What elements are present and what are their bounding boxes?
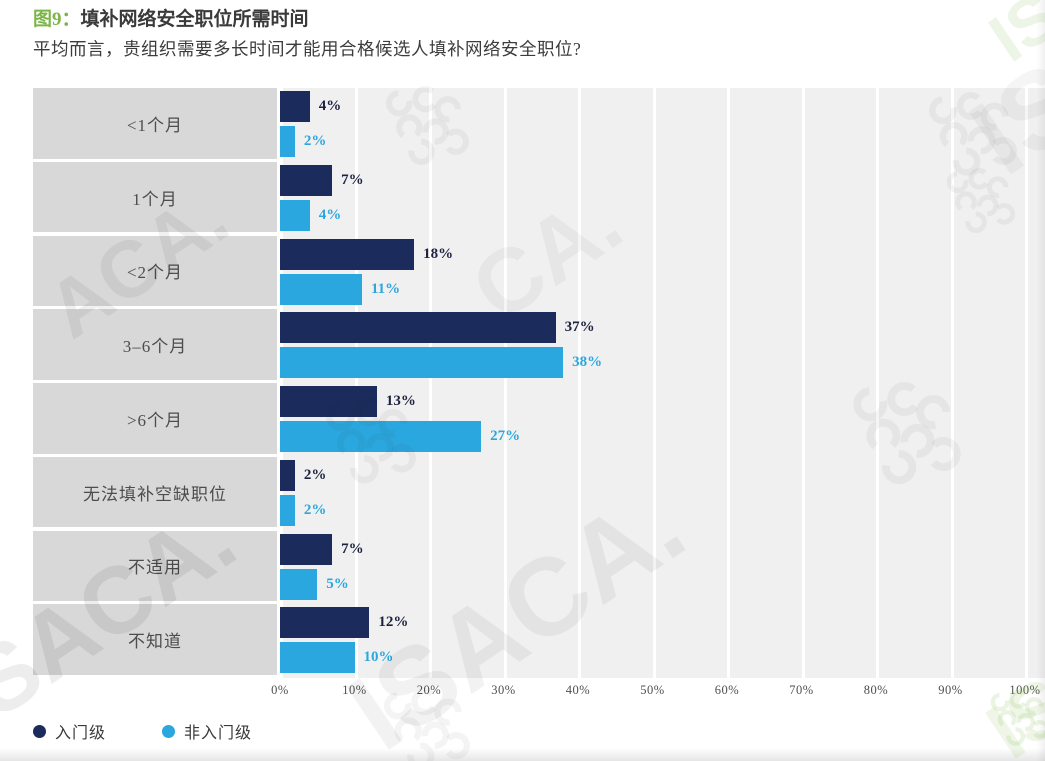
bar-chart: <1个月 4% 2% 1个月 7% 4% <2个月 18% 11% 3–6个月 37% 38% >6个月… (33, 88, 1045, 678)
bar-entry-level (280, 312, 556, 344)
bar-non-entry-level (280, 199, 310, 231)
bar-non-entry-level (280, 421, 482, 452)
bar-non-entry-level (280, 568, 318, 600)
bars-group: 18% 11% (280, 236, 1045, 307)
figure-number-label: 图9： (33, 9, 81, 30)
bar-non-entry-level (280, 642, 355, 674)
value-label: 2% (303, 133, 327, 149)
x-tick: 90% (938, 683, 963, 697)
value-label: 10% (363, 649, 394, 666)
value-label: 11% (370, 280, 401, 297)
x-tick: 0% (271, 683, 289, 697)
value-label: 2% (303, 466, 327, 483)
figure-subtitle: 平均而言，贵组织需要多长时间才能用合格候选人填补网络安全职位? (33, 39, 582, 59)
gridline (429, 88, 432, 678)
gridline (652, 88, 656, 678)
x-tick: 80% (863, 683, 889, 697)
gridline (280, 88, 283, 678)
bars-group: 13% 27% (280, 383, 1045, 454)
value-label: 5% (326, 575, 349, 592)
bars-group: 2% 2% (280, 457, 1045, 528)
chart-legend: 入门级 非入门级 (33, 719, 252, 743)
x-tick: 30% (491, 683, 516, 697)
legend-label: 入门级 (55, 725, 107, 742)
figure-header: 图9：填补网络安全职位所需时间 (33, 8, 309, 32)
x-tick: 70% (789, 683, 814, 697)
bar-non-entry-level (280, 347, 564, 379)
bar-entry-level (280, 386, 377, 417)
right-edge-shadow (1036, 0, 1045, 761)
category-label: 无法填补空缺职位 (33, 456, 277, 528)
gridline (801, 88, 805, 678)
bar-entry-level (280, 607, 370, 639)
figure-title: 填补网络安全职位所需时间 (80, 9, 309, 30)
chart-row: 不适用 7% 5% (33, 530, 1045, 602)
chart-row: 不知道 12% 10% (33, 604, 1045, 675)
x-tick: 100% (1009, 683, 1041, 697)
value-label: 13% (385, 393, 416, 409)
chart-row: <1个月 4% 2% (33, 88, 1045, 159)
bar-entry-level (280, 533, 333, 565)
gridline (503, 88, 507, 678)
isaca-watermark-text: IS (976, 0, 1045, 77)
bar-entry-level (280, 238, 415, 270)
value-label: 27% (490, 428, 521, 444)
bar-entry-level (280, 164, 333, 196)
category-label: 不适用 (33, 530, 277, 601)
legend-item-entry-level: 入门级 (33, 719, 106, 743)
value-label: 2% (303, 501, 327, 518)
category-label: <2个月 (33, 235, 277, 306)
bars-group: 37% 38% (280, 309, 1045, 380)
chart-row: <2个月 18% 11% (33, 235, 1045, 307)
bottom-edge-shadow (0, 748, 1045, 761)
bars-group: 7% 5% (280, 531, 1045, 602)
gridline (950, 88, 954, 678)
value-label: 18% (423, 245, 454, 262)
x-tick: 50% (640, 683, 665, 697)
chart-row: 3–6个月 37% 38% (33, 309, 1045, 380)
x-tick: 20% (416, 683, 442, 697)
legend-item-non-entry-level: 非入门级 (162, 719, 252, 743)
category-label: 1个月 (33, 161, 277, 233)
chart-row: 1个月 7% 4% (33, 161, 1045, 233)
x-axis: 0% 10% 20% 30% 40% 50% 60% 70% 80% 90% 100% (33, 683, 1045, 701)
chart-row: 无法填补空缺职位 2% 2% (33, 456, 1045, 528)
gridline (876, 88, 879, 678)
value-label: 4% (318, 98, 342, 114)
bars-group: 7% 4% (280, 162, 1045, 233)
gridline (727, 88, 730, 678)
bars-group: 4% 2% (280, 88, 1045, 159)
bars-group: 12% 10% (280, 604, 1045, 675)
legend-label: 非入门级 (184, 725, 253, 742)
bar-entry-level (280, 459, 295, 491)
bar-non-entry-level (280, 273, 362, 305)
category-label: >6个月 (33, 383, 277, 454)
value-label: 4% (318, 206, 342, 223)
chart-row: >6个月 13% 27% (33, 383, 1045, 454)
value-label: 7% (341, 540, 364, 557)
value-label: 7% (341, 171, 364, 188)
value-label: 12% (378, 614, 409, 631)
entry-level-dot-icon (33, 724, 46, 738)
x-tick: 40% (565, 683, 591, 697)
category-label: 不知道 (33, 604, 277, 675)
x-tick: 60% (714, 683, 740, 697)
gridline (578, 88, 581, 678)
plot-area (280, 88, 1045, 678)
non-entry-level-dot-icon (162, 724, 176, 738)
bar-non-entry-level (280, 126, 295, 157)
value-label: 37% (564, 319, 595, 336)
x-tick: 10% (342, 683, 367, 697)
category-label: 3–6个月 (33, 309, 277, 380)
value-label: 38% (572, 354, 603, 371)
bar-non-entry-level (280, 494, 295, 526)
category-label: <1个月 (33, 88, 277, 159)
bar-entry-level (280, 91, 310, 122)
gridline (1025, 88, 1028, 678)
gridline (354, 88, 358, 678)
